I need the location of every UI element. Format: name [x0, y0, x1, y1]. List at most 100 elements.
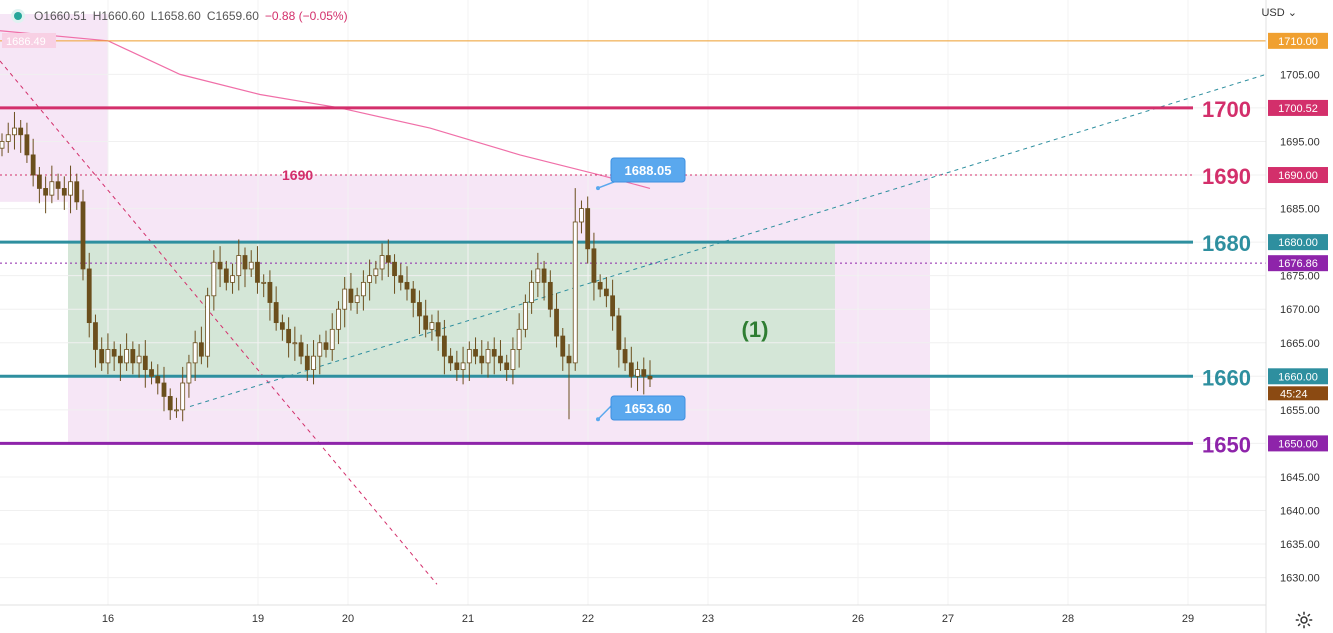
candle-body [547, 281, 553, 310]
candle-body [242, 255, 248, 270]
y-tick-label: 1695.00 [1280, 136, 1320, 148]
currency-selector[interactable]: USD ⌄ [1261, 7, 1297, 19]
gear-icon[interactable] [1295, 611, 1313, 629]
level-lines [0, 30, 1267, 585]
candle-body [410, 288, 416, 303]
callout-label: 1653.60 [625, 401, 672, 416]
candle-body [616, 315, 622, 350]
candle-body [167, 396, 173, 411]
candle-body [323, 342, 329, 350]
candle-body [448, 355, 454, 364]
level-label: 1700 [1202, 97, 1251, 122]
price-tag [1268, 234, 1328, 251]
countdown-label: 45:24 [1280, 388, 1308, 400]
countdown-tag [1268, 386, 1328, 401]
candle-body [180, 382, 186, 411]
x-tick-label: 29 [1182, 613, 1194, 625]
candle-body [255, 261, 260, 283]
y-tick-label: 1685.00 [1280, 204, 1320, 216]
candle-body [404, 281, 410, 290]
candle-body [342, 288, 348, 310]
candle-body [55, 181, 61, 189]
candle-body [566, 355, 572, 364]
level-label: 1680 [1202, 231, 1251, 256]
candle-body [117, 355, 123, 364]
x-tick-label: 28 [1062, 613, 1074, 625]
candle-body [560, 335, 566, 357]
candle-body [149, 369, 154, 377]
candle-body [529, 281, 535, 303]
candle-body [248, 261, 254, 270]
candle-body [24, 134, 30, 156]
ascending-trendline [189, 73, 1267, 407]
candle-body [267, 281, 273, 303]
candle-body [329, 328, 335, 350]
candle-body [603, 288, 609, 297]
candle-body [130, 349, 136, 364]
candle-body [311, 355, 316, 370]
candle-body [279, 322, 285, 330]
ohlc-open: O1660.51 [34, 9, 87, 23]
x-tick-label: 26 [852, 613, 864, 625]
candle-body [454, 362, 460, 370]
candle-body [479, 355, 485, 364]
candle-body [30, 154, 36, 176]
candle-body [174, 409, 179, 412]
candle-body [205, 295, 211, 357]
candle-body [473, 349, 478, 357]
x-tick-label: 19 [252, 613, 264, 625]
candle-body [261, 281, 267, 284]
candle-body [105, 349, 111, 364]
y-tick-label: 1640.00 [1280, 505, 1320, 517]
x-tick-label: 20 [342, 613, 354, 625]
candle-body [554, 308, 559, 337]
price-tag-label: 1680.00 [1278, 237, 1318, 249]
ma-start-tag [2, 33, 56, 48]
candle-body [591, 248, 597, 283]
price-tag-label: 1650.00 [1278, 438, 1318, 450]
y-tick-label: 1705.00 [1280, 69, 1320, 81]
candle-body [142, 355, 148, 370]
ohlc-high: H1660.60 [92, 9, 145, 23]
candle-body [124, 349, 130, 364]
candle-body [379, 255, 385, 270]
callout-label: 1688.05 [625, 163, 672, 178]
candle-body [93, 322, 98, 350]
y-tick-label: 1675.00 [1280, 271, 1320, 283]
price-tag-label: 1660.00 [1278, 371, 1318, 383]
candle-body [136, 355, 142, 364]
candle-body [286, 328, 292, 344]
candle-body [0, 141, 5, 149]
candle-body [585, 208, 591, 250]
callout-anchor [596, 417, 600, 422]
candle-body [535, 268, 541, 283]
callout-box [610, 157, 686, 183]
callout-box [610, 395, 686, 421]
candle-body [111, 349, 117, 357]
candle-body [273, 302, 279, 324]
candle-body [385, 255, 391, 263]
candle-body [5, 134, 11, 142]
candle-body [622, 349, 628, 364]
candle-body [516, 328, 522, 350]
candle-body [354, 295, 360, 303]
candle-body [223, 268, 229, 283]
ohlc-change: −0.88 (−0.05%) [264, 9, 348, 23]
candle-body [417, 302, 422, 317]
candle-body [504, 362, 510, 370]
market-status-icon [14, 12, 22, 20]
candle-body [367, 275, 373, 283]
candle-body [49, 181, 55, 196]
candle-body [348, 288, 354, 303]
annotations: 1700 1690 1680 1660 1650 1690 1688.05 1653.60 (1… [282, 97, 1251, 457]
candle-body [610, 295, 616, 317]
x-tick-label: 22 [582, 613, 594, 625]
descending-trendline [0, 60, 438, 585]
candle-body [429, 322, 435, 330]
price-tag [1268, 99, 1328, 116]
candle-body [510, 349, 516, 370]
candle-body [423, 315, 429, 330]
level-label: 1690 [1202, 164, 1251, 189]
candle-body [336, 308, 341, 330]
